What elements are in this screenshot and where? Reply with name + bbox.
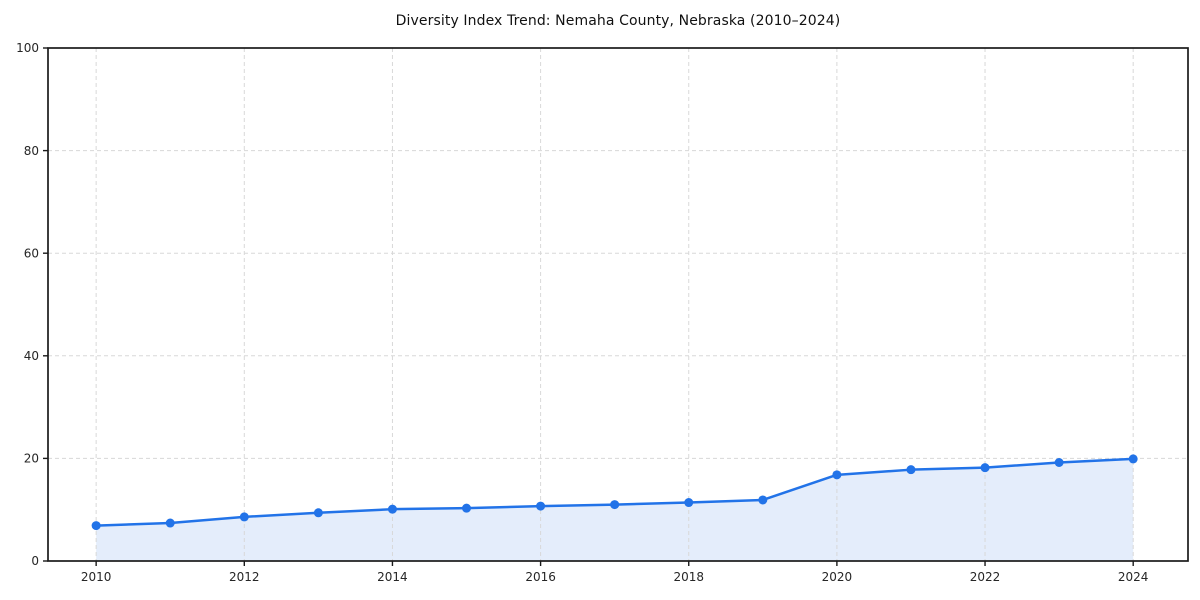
x-tick-label: 2018 <box>673 570 704 584</box>
data-point <box>1128 454 1138 464</box>
chart-title: Diversity Index Trend: Nemaha County, Ne… <box>395 13 841 29</box>
data-point <box>980 463 990 473</box>
data-point <box>610 500 620 510</box>
y-tick-label: 80 <box>24 144 39 158</box>
y-tick-label: 60 <box>24 246 39 260</box>
x-tick-label: 2010 <box>81 570 112 584</box>
x-tick-label: 2012 <box>229 570 260 584</box>
x-tick-label: 2016 <box>525 570 556 584</box>
x-tick-label: 2022 <box>970 570 1001 584</box>
axis-frame <box>47 47 1189 562</box>
x-tick-label: 2014 <box>377 570 408 584</box>
data-point <box>758 495 768 505</box>
data-point <box>313 508 323 518</box>
data-point <box>462 503 472 513</box>
data-point <box>387 504 397 514</box>
y-tick-label: 0 <box>31 554 39 568</box>
y-tick-label: 40 <box>24 349 39 363</box>
data-point <box>239 512 249 522</box>
x-tick-label: 2020 <box>822 570 853 584</box>
data-point <box>165 518 175 528</box>
data-point <box>1054 458 1064 468</box>
data-point <box>684 498 694 508</box>
x-tick-label: 2024 <box>1118 570 1149 584</box>
data-point <box>832 470 842 480</box>
data-point <box>91 521 101 531</box>
y-tick-label: 100 <box>16 41 39 55</box>
data-point <box>536 501 546 511</box>
y-tick-label: 20 <box>24 452 39 466</box>
area-fill <box>96 458 1134 561</box>
data-point <box>906 465 916 475</box>
